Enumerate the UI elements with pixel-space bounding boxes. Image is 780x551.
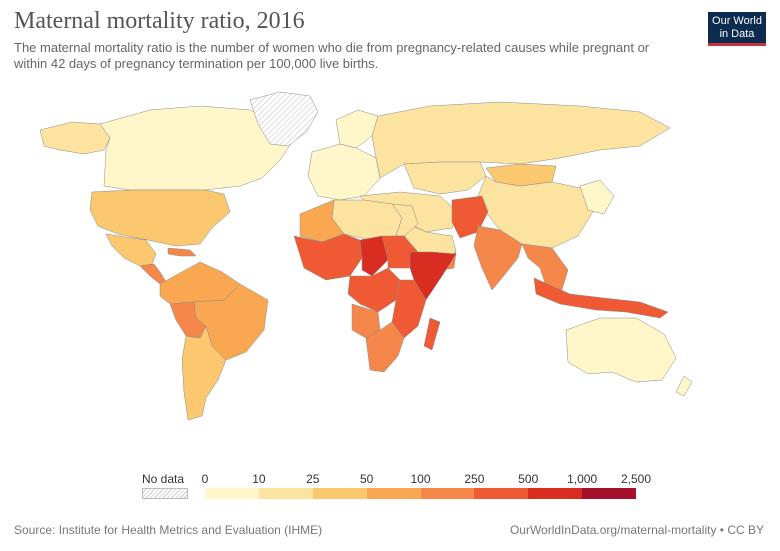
legend-no-data-label: No data [142, 472, 185, 486]
chart-subtitle: The maternal mortality ratio is the numb… [14, 40, 650, 71]
region-west-africa[interactable] [293, 233, 363, 281]
legend-swatch [582, 488, 636, 499]
legend-tick-label: 1,000 [567, 472, 598, 486]
region-canada[interactable] [99, 105, 293, 191]
legend-tick-label: 0 [201, 472, 209, 486]
region-horn-of-africa[interactable] [409, 251, 457, 301]
legend-tick-label: 2,500 [620, 472, 652, 486]
region-central-america[interactable] [139, 263, 167, 285]
source-note: Source: Institute for Health Metrics and… [14, 523, 323, 537]
region-india[interactable] [473, 225, 523, 291]
region-southern-africa[interactable] [365, 321, 405, 373]
logo-line-2: in Data [719, 28, 755, 40]
region-australia[interactable] [565, 317, 677, 383]
region-kazakhstan[interactable] [403, 161, 487, 195]
region-alaska[interactable] [39, 121, 111, 155]
region-southern-cone[interactable] [181, 325, 227, 421]
legend-tick-label: 100 [410, 472, 431, 486]
region-east-africa[interactable] [391, 279, 427, 339]
legend-swatch [528, 488, 583, 499]
region-korea-and-japan[interactable] [579, 179, 615, 215]
region-scandinavia[interactable] [335, 109, 379, 149]
region-indonesia-and-new-guinea[interactable] [533, 277, 669, 319]
legend-swatch [474, 488, 529, 499]
legend-swatch [312, 488, 367, 499]
region-europe[interactable] [307, 143, 381, 201]
region-caribbean[interactable] [167, 247, 197, 257]
legend-swatch [420, 488, 475, 499]
legend-tick-label: 10 [252, 472, 266, 486]
license-link[interactable]: OurWorldInData.org/maternal-mortality • … [509, 523, 764, 537]
region-new-zealand[interactable] [675, 375, 693, 397]
chart-title: Maternal mortality ratio, 2016 [14, 8, 305, 34]
legend-tick-label: 50 [359, 472, 374, 486]
world-map[interactable] [0, 85, 780, 465]
region-russia[interactable] [371, 101, 671, 179]
legend-swatch [366, 488, 421, 499]
legend-tick-label: 250 [464, 472, 485, 486]
owid-logo[interactable]: Our World in Data [708, 12, 766, 46]
legend: No data 0 10 25 50 100 250 500 1,000 2,500 [0, 468, 780, 508]
logo-line-1: Our World [712, 15, 762, 27]
legend-swatch [258, 488, 313, 499]
legend-no-data-swatch [142, 488, 188, 499]
region-united-states[interactable] [89, 189, 231, 247]
region-greenland[interactable] [249, 91, 319, 147]
legend-color-scale [205, 488, 636, 499]
legend-swatch [205, 488, 259, 499]
region-madagascar[interactable] [423, 317, 441, 351]
legend-tick-label: 500 [518, 472, 539, 486]
legend-tick-label: 25 [306, 472, 320, 486]
